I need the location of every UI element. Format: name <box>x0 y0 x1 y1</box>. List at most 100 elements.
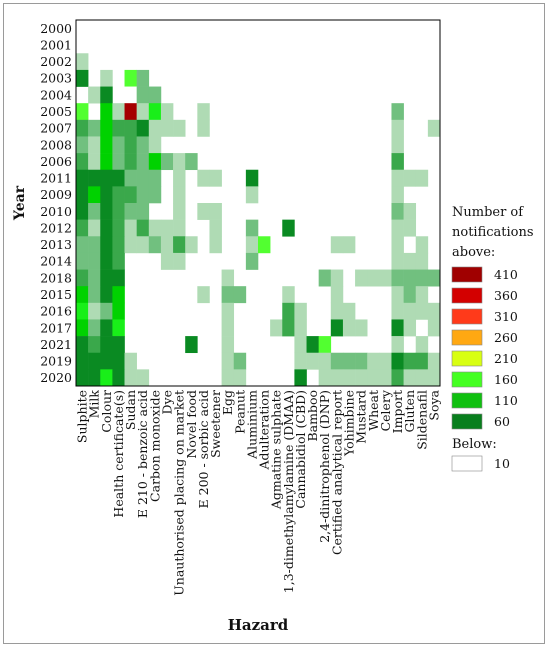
heatmap-cell <box>391 169 404 187</box>
heatmap-cell <box>330 236 344 254</box>
heatmap-cell <box>112 153 125 171</box>
heatmap-cell <box>403 352 417 370</box>
y-tick-label: 2001 <box>40 37 72 52</box>
heatmap-cell <box>112 169 125 187</box>
heatmap-cell <box>355 369 368 387</box>
heatmap-cell <box>76 252 89 270</box>
heatmap-cell <box>88 252 101 270</box>
heatmap-cell <box>367 369 380 387</box>
heatmap-cell <box>245 219 259 237</box>
heatmap-cell <box>379 269 392 287</box>
heatmap-cell <box>76 69 89 87</box>
heatmap-cell <box>294 352 307 370</box>
heatmap-cell <box>342 369 356 387</box>
legend-swatch <box>451 350 483 367</box>
heatmap-cell <box>88 336 101 354</box>
heatmap-cell <box>88 186 101 204</box>
y-tick-label: 2002 <box>40 54 72 69</box>
heatmap-cell <box>391 119 404 137</box>
y-tick-label: 2007 <box>40 121 72 136</box>
legend: Number of notifications above: 410 360 310 260… <box>451 205 534 472</box>
heatmap-cell <box>427 319 441 337</box>
heatmap-cell <box>415 302 429 320</box>
heatmap-cell <box>391 153 404 171</box>
x-tick-label: Agmatine sulphate <box>269 390 284 510</box>
heatmap-cell <box>100 319 113 337</box>
heatmap-cell <box>342 236 356 254</box>
y-tick-label: 2012 <box>40 220 72 235</box>
heatmap-cell <box>124 186 137 204</box>
heatmap-cell <box>100 269 113 287</box>
y-tick-label: 2010 <box>40 204 72 219</box>
heatmap-cell <box>185 336 198 354</box>
figure-frame: 2000 2001 2002 2003 2004 2005 2007 2008 2006 2011… <box>3 3 545 644</box>
heatmap-cell <box>185 153 198 171</box>
heatmap-cell <box>76 103 89 121</box>
heatmap-cell <box>415 336 429 354</box>
x-tick-label: Bamboo <box>305 390 320 442</box>
heatmap-cell <box>209 219 222 237</box>
heatmap-cell <box>330 319 344 337</box>
heatmap-cell <box>148 219 162 237</box>
heatmap-cell <box>148 169 162 187</box>
heatmap-cell <box>294 319 307 337</box>
heatmap-cell <box>112 219 125 237</box>
legend-swatch <box>451 287 483 304</box>
heatmap-cell <box>294 302 307 320</box>
x-tick-label: Egg <box>220 390 235 415</box>
heatmap-cell <box>136 153 150 171</box>
y-tick-label: 2006 <box>40 154 72 169</box>
heatmap-cell <box>403 302 417 320</box>
heatmap-cell <box>112 369 125 387</box>
heatmap-cell <box>100 252 113 270</box>
heatmap-cell <box>197 119 210 137</box>
heatmap-cell <box>124 103 137 121</box>
heatmap-cell <box>76 352 89 370</box>
x-tick-label: Celery <box>378 389 393 431</box>
heatmap-cell <box>112 236 125 254</box>
legend-swatch <box>451 308 483 325</box>
x-tick-label: Aluminium <box>244 390 259 460</box>
heatmap-cell <box>173 153 186 171</box>
heatmap-cell <box>100 186 113 204</box>
heatmap-cell <box>294 369 307 387</box>
heatmap-cell <box>197 203 210 220</box>
heatmap-cell <box>355 319 368 337</box>
x-tick-label: Cannabidiol (CBD) <box>293 390 308 509</box>
y-tick-label: 2014 <box>40 254 72 269</box>
heatmap-cell <box>112 103 125 121</box>
heatmap-cell <box>221 369 235 387</box>
heatmap-cell <box>342 302 356 320</box>
heatmap-cell <box>391 236 404 254</box>
heatmap-cell <box>112 319 125 337</box>
legend-label: 410 <box>494 267 518 282</box>
heatmap-cell <box>136 69 150 87</box>
legend-swatch <box>451 371 483 388</box>
heatmap-cell <box>391 369 404 387</box>
heatmap-cell <box>330 286 344 304</box>
heatmap-cell <box>112 302 125 320</box>
x-tick-label: Certified analytical report <box>329 390 344 555</box>
heatmap-cell <box>391 103 404 121</box>
heatmap-cell <box>112 203 125 220</box>
heatmap-cell <box>209 169 222 187</box>
x-tick-label: E 200 - sorbic acid <box>196 390 211 508</box>
heatmap-cell <box>136 203 150 220</box>
heatmap-cell <box>391 302 404 320</box>
heatmap-cell <box>427 302 441 320</box>
heatmap-cell <box>76 302 89 320</box>
x-tick-label: Mustard <box>354 390 369 444</box>
y-tick-label: 2016 <box>40 304 72 319</box>
legend-title: Number of <box>452 205 524 220</box>
y-tick-label: 2013 <box>40 237 72 252</box>
heatmap-cell <box>173 219 186 237</box>
heatmap-cell <box>282 302 295 320</box>
heatmap-cell <box>88 219 101 237</box>
heatmap-cell <box>88 86 101 104</box>
heatmap-cell <box>76 169 89 187</box>
heatmap-cell <box>391 336 404 354</box>
x-tick-label: Import <box>390 390 405 433</box>
heatmap-cell <box>88 153 101 171</box>
heatmap-cell <box>306 352 319 370</box>
